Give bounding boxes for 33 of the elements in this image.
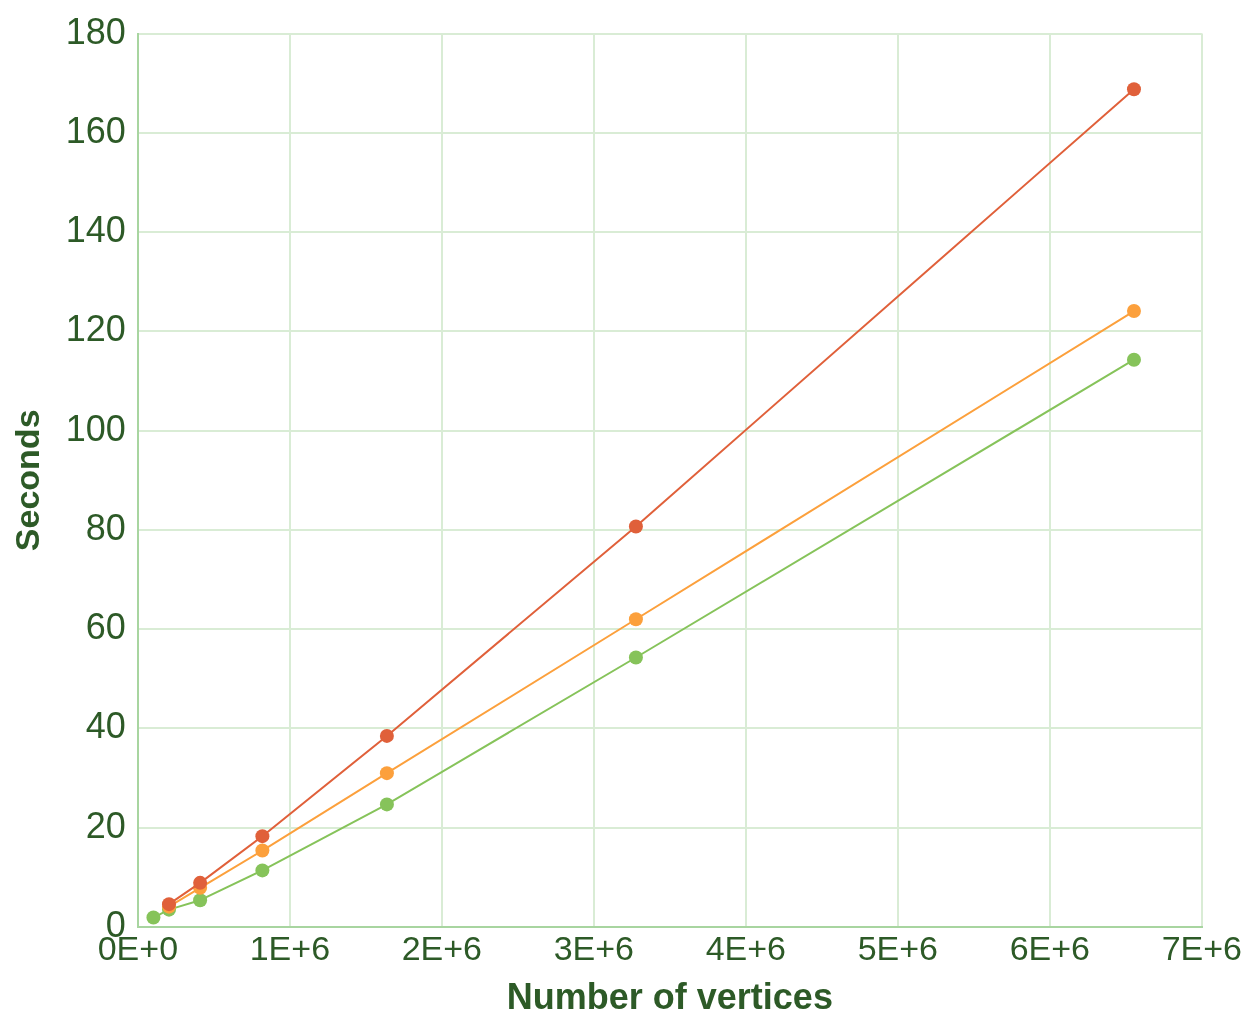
point (255, 863, 270, 878)
y-tick-label: 40 (85, 705, 126, 747)
y-tick-label: 80 (85, 506, 126, 548)
point (1126, 82, 1141, 97)
point (146, 910, 161, 925)
x-tick-label: 4E+6 (705, 928, 787, 967)
x-tick-label: 7E+6 (1161, 928, 1242, 967)
point (628, 519, 643, 534)
y-axis-title: Seconds (7, 409, 46, 552)
point (628, 612, 643, 627)
point (193, 875, 208, 890)
point (1126, 352, 1141, 367)
x-tick-label: 6E+6 (1009, 928, 1091, 967)
y-tick-label: 160 (65, 109, 126, 151)
y-tick-label: 120 (65, 308, 126, 350)
x-axis-title: Number of vertices (506, 976, 833, 1018)
point (379, 797, 394, 812)
y-tick-label: 60 (85, 606, 126, 648)
point (1126, 304, 1141, 319)
x-tick-label: 5E+6 (857, 928, 939, 967)
x-tick-label: 3E+6 (553, 928, 635, 967)
y-tick-label: 180 (65, 10, 126, 52)
point (255, 843, 270, 858)
y-tick-label: 20 (85, 804, 126, 846)
point (193, 893, 208, 908)
x-tick-label: 1E+6 (249, 928, 331, 967)
point (255, 829, 270, 844)
point (379, 728, 394, 743)
point (628, 650, 643, 665)
x-tick-label: 2E+6 (401, 928, 483, 967)
y-tick-label: 140 (65, 209, 126, 251)
y-tick-label: 100 (65, 407, 126, 449)
point (379, 766, 394, 781)
